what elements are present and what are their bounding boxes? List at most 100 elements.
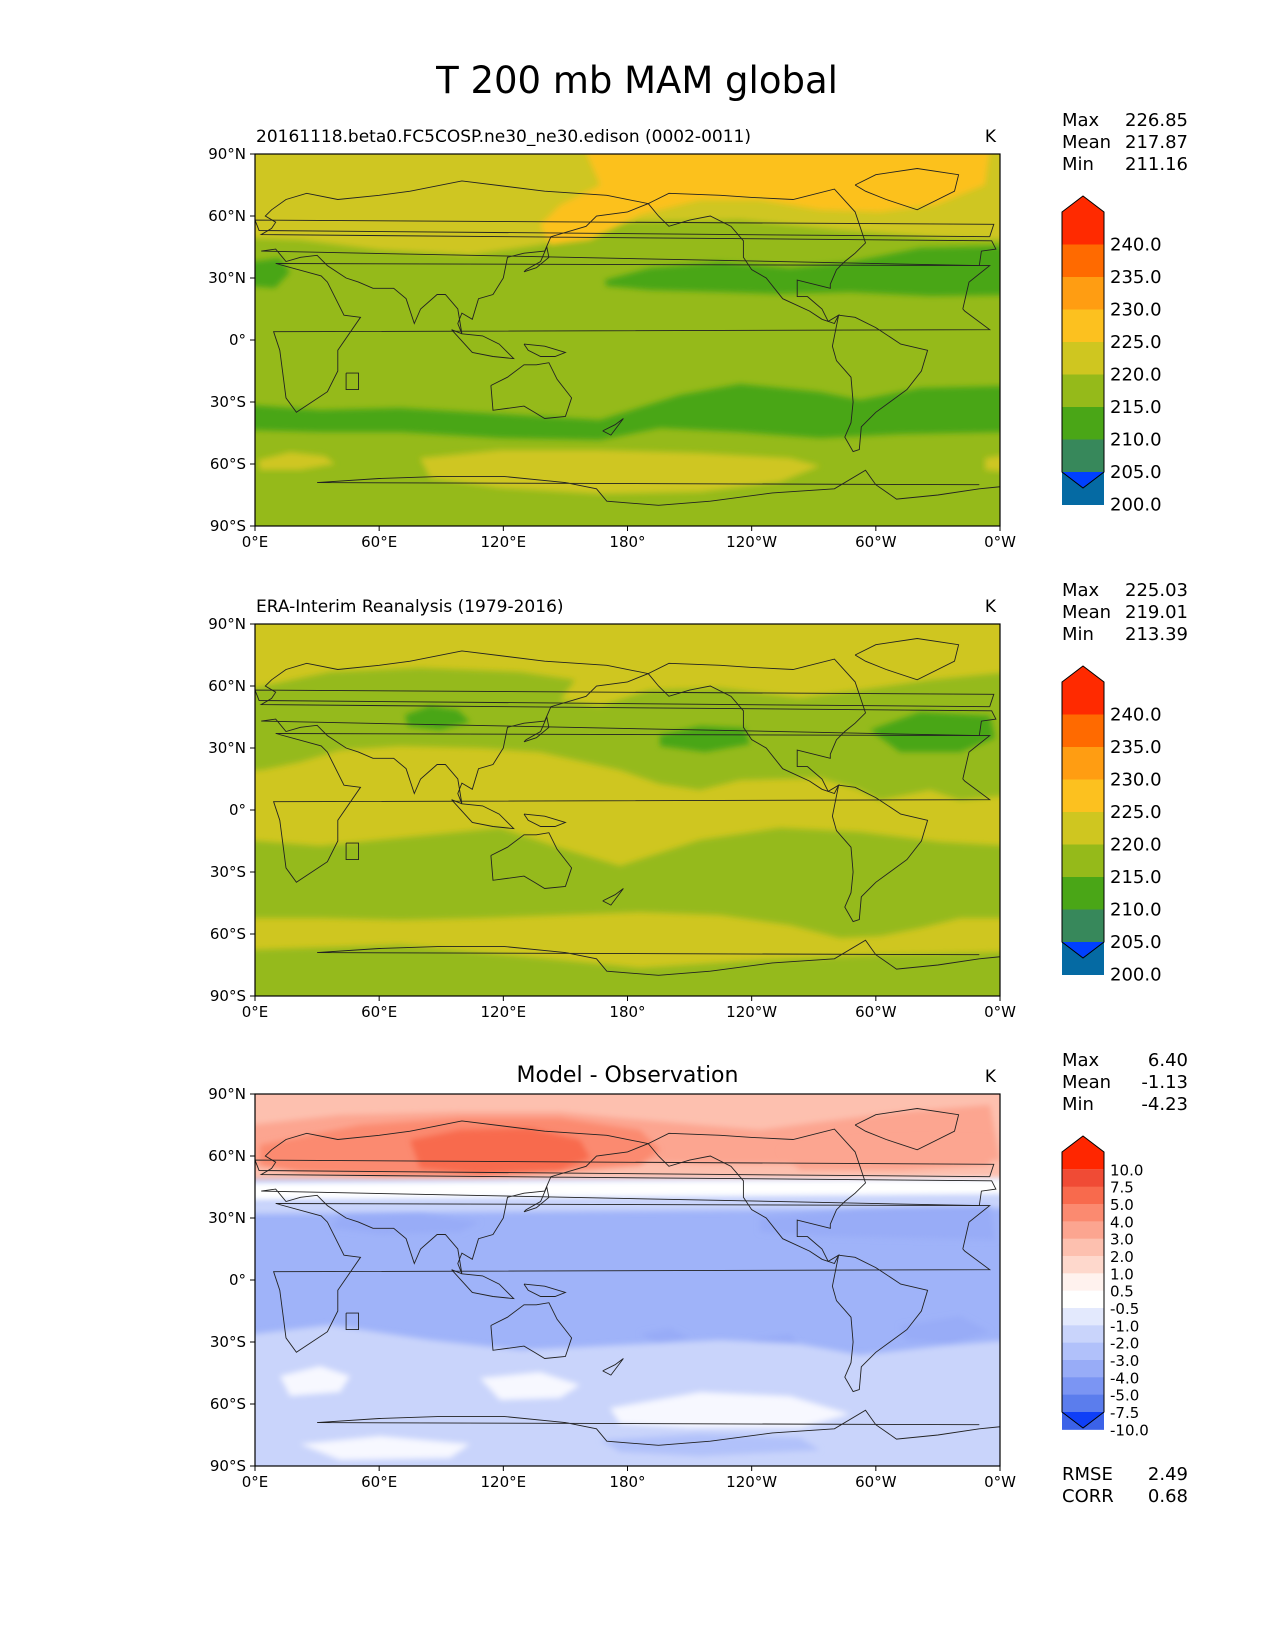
stat-label: Min (1062, 624, 1094, 645)
colorbar-outline (1061, 195, 1105, 489)
stat-value: 217.87 (1125, 132, 1188, 153)
colorbar-level-label: 215.0 (1110, 397, 1162, 418)
coastline-8 (523, 715, 550, 743)
colorbar: 240.0 235.0 230.0 225.0 220.0 215.0 210.0 205.0… (1061, 195, 1162, 516)
x-tick-label: 60°E (361, 533, 397, 551)
obs-sh-band (255, 828, 1000, 938)
colorbar-segment (1062, 277, 1104, 310)
colorbar-segment (1062, 747, 1104, 780)
colorbar-level-label: 235.0 (1110, 267, 1162, 288)
stat-value: -4.23 (1141, 1094, 1188, 1115)
colorbar-level-label: -3.0 (1110, 1352, 1139, 1370)
coastline-11 (345, 842, 359, 861)
x-tick-label: 0°W (984, 1473, 1016, 1491)
stat-label: Max (1062, 580, 1100, 601)
colorbar-outline (1061, 665, 1105, 959)
colorbar-level-label: 0.5 (1110, 1283, 1134, 1301)
y-tick-label: 90°N (208, 1085, 246, 1103)
stat-value: 6.40 (1148, 1050, 1188, 1071)
stat-label: Mean (1062, 132, 1111, 153)
stat-label: Mean (1062, 602, 1111, 623)
x-tick-label: 0°W (984, 1003, 1016, 1021)
coastline-11 (345, 372, 359, 391)
colorbar-segment (1062, 1290, 1104, 1309)
colorbar-level-label: -4.0 (1110, 1369, 1139, 1387)
colorbar-level-label: 240.0 (1110, 235, 1162, 256)
colorbar-level-label: 220.0 (1110, 365, 1162, 386)
colorbar-segment (1062, 342, 1104, 375)
colorbar-level-label: -7.5 (1110, 1404, 1139, 1422)
coastline-7 (255, 219, 995, 238)
colorbar-top-arrow (1062, 1136, 1104, 1170)
x-tick-label: 60°W (855, 1003, 897, 1021)
stat-value: 213.39 (1125, 624, 1188, 645)
coastline-4 (647, 1128, 867, 1265)
diff-sh-white-b (480, 1372, 580, 1400)
coastlines (255, 1108, 1000, 1446)
obs-antarctic-band (255, 945, 1000, 996)
coastlines (255, 638, 1000, 976)
coastline-8 (523, 245, 550, 273)
colorbar-top-arrow (1062, 666, 1104, 715)
colorbar-level-label: 230.0 (1110, 300, 1162, 321)
model-jet-nh (605, 246, 1000, 296)
colorbar-segment (1062, 1221, 1104, 1240)
diff-pos-5 (780, 1138, 990, 1170)
coastline-9 (451, 329, 515, 360)
colorbar-level-label: 4.0 (1110, 1213, 1134, 1231)
colorbar-level-label: -1.0 (1110, 1317, 1139, 1335)
colorbar-segment (1062, 1204, 1104, 1222)
colorbar-segment (1062, 1169, 1104, 1188)
x-tick-label: 180° (609, 1473, 645, 1491)
panel-2-overlay: 0°E 60°E 120°E 180° 120°W 60°W 0°W 90°N 60°N 30°N… (208, 1050, 1188, 1507)
y-tick-label: 60°S (210, 455, 246, 473)
model-warm-arctic (540, 154, 990, 245)
colorbar-segment (1062, 244, 1104, 278)
colorbar-level-label: 205.0 (1110, 932, 1162, 953)
extra-stat-label: RMSE (1062, 1464, 1113, 1485)
coastline-4 (647, 658, 867, 795)
colorbar-level-label: 1.0 (1110, 1265, 1134, 1283)
model-field (255, 154, 1000, 526)
stat-label: Min (1062, 1094, 1094, 1115)
x-tick-label: 0°E (242, 1003, 269, 1021)
coastline-10 (523, 813, 567, 827)
obs-field (255, 624, 1000, 996)
diff-neg-1 (255, 1194, 1000, 1214)
colorbar-segment (1062, 374, 1104, 408)
colorbar-segment (1062, 877, 1104, 910)
colorbar-level-label: 220.0 (1110, 835, 1162, 856)
x-tick-label: 0°E (242, 1473, 269, 1491)
coastline-1 (259, 180, 997, 334)
diff-neg-6 (900, 1316, 990, 1344)
colorbar-segment (1062, 1377, 1104, 1396)
extra-stat-value: 0.68 (1148, 1486, 1188, 1507)
units-label: K (985, 597, 997, 617)
y-tick-label: 30°S (210, 863, 246, 881)
coastline-5 (831, 314, 929, 453)
coastline-6 (854, 638, 960, 681)
x-tick-label: 120°W (726, 1003, 777, 1021)
diff-sh-blue-a (600, 1434, 820, 1456)
y-tick-label: 30°N (208, 739, 246, 757)
colorbar-segment (1062, 1308, 1104, 1326)
colorbar-level-label: -10.0 (1110, 1421, 1149, 1439)
panel-title: Model - Observation (517, 1063, 739, 1088)
x-tick-label: 180° (609, 1003, 645, 1021)
coastline-7 (255, 689, 995, 708)
panel-title: ERA-Interim Reanalysis (1979-2016) (256, 597, 564, 617)
colorbar-segment (1062, 309, 1104, 343)
stat-label: Min (1062, 154, 1094, 175)
y-tick-label: 90°S (210, 987, 246, 1005)
colorbar-level-label: -5.0 (1110, 1387, 1139, 1405)
colorbar-level-label: 3.0 (1110, 1231, 1134, 1249)
coastlines (255, 168, 1000, 506)
coastline-5 (831, 784, 929, 923)
colorbar-level-label: -2.0 (1110, 1335, 1139, 1353)
colorbar-segment (1062, 1186, 1104, 1205)
y-tick-label: 0° (229, 331, 246, 349)
x-tick-label: 0°E (242, 533, 269, 551)
coastline-9 (451, 1269, 515, 1300)
coastline-0 (272, 263, 992, 413)
colorbar-segment (1062, 1256, 1104, 1274)
